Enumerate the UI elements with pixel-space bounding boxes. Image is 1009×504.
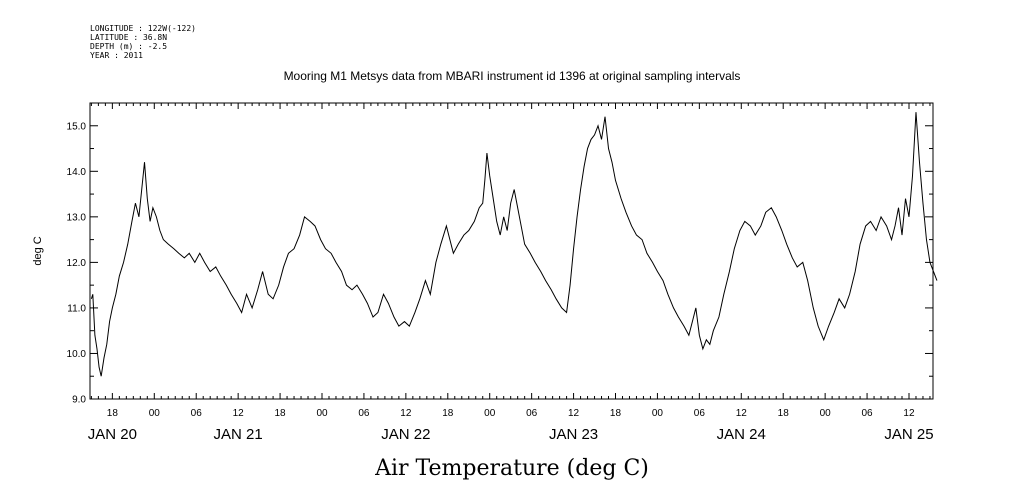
x-date-label: JAN 21 — [214, 426, 263, 443]
meta-longitude: LONGITUDE : 122W(-122) — [90, 24, 196, 33]
x-tick-label: 12 — [736, 408, 748, 419]
y-tick-label: 9.0 — [72, 395, 86, 406]
x-tick-label: 00 — [820, 408, 832, 419]
x-date-label: JAN 20 — [88, 426, 137, 443]
plot-frame — [89, 102, 934, 400]
x-tick-label: 06 — [358, 408, 370, 419]
y-tick-label: 15.0 — [67, 121, 87, 132]
x-tick-label: 12 — [568, 408, 580, 419]
x-tick-label: 18 — [778, 408, 790, 419]
x-tick-label: 18 — [107, 408, 119, 419]
chart-title: Mooring M1 Metsys data from MBARI instru… — [284, 69, 741, 83]
y-axis-ticks: 9.0 10.0 11.0 12.0 13.0 14.0 15.0 — [67, 102, 933, 406]
x-tick-label: 18 — [610, 408, 622, 419]
x-axis-label: Air Temperature (deg C) — [374, 456, 649, 481]
x-tick-label: 18 — [442, 408, 454, 419]
meta-latitude: LATITUDE : 36.8N — [90, 33, 167, 42]
y-tick-label: 14.0 — [67, 167, 87, 178]
x-tick-label: 06 — [862, 408, 874, 419]
x-date-label: JAN 23 — [549, 426, 598, 443]
x-tick-label: 06 — [526, 408, 538, 419]
y-tick-label: 12.0 — [67, 258, 87, 269]
x-date-label: JAN 24 — [717, 426, 766, 443]
x-tick-label: 00 — [652, 408, 664, 419]
x-tick-label: 00 — [149, 408, 161, 419]
y-axis-label: deg C — [32, 236, 44, 265]
meta-depth: DEPTH (m) : -2.5 — [90, 42, 167, 51]
y-tick-label: 13.0 — [67, 212, 87, 223]
x-tick-label: 12 — [400, 408, 412, 419]
x-tick-label: 12 — [233, 408, 245, 419]
y-tick-label: 11.0 — [67, 303, 86, 314]
x-tick-label: 06 — [191, 408, 203, 419]
x-date-label: JAN 22 — [381, 426, 430, 443]
series-group — [90, 112, 938, 377]
x-date-label: JAN 25 — [884, 426, 933, 443]
x-tick-label: 12 — [903, 408, 915, 419]
x-tick-label: 00 — [484, 408, 496, 419]
x-tick-label: 00 — [316, 408, 328, 419]
meta-year: YEAR : 2011 — [90, 51, 143, 60]
x-tick-label: 06 — [694, 408, 706, 419]
y-tick-label: 10.0 — [67, 349, 87, 360]
air-temperature-line — [90, 112, 938, 377]
x-axis-ticks: 18 00 06 12 18 00 06 12 18 00 06 12 18 00 06 12 18 00 06 12… — [88, 103, 934, 443]
x-tick-label: 18 — [275, 408, 287, 419]
